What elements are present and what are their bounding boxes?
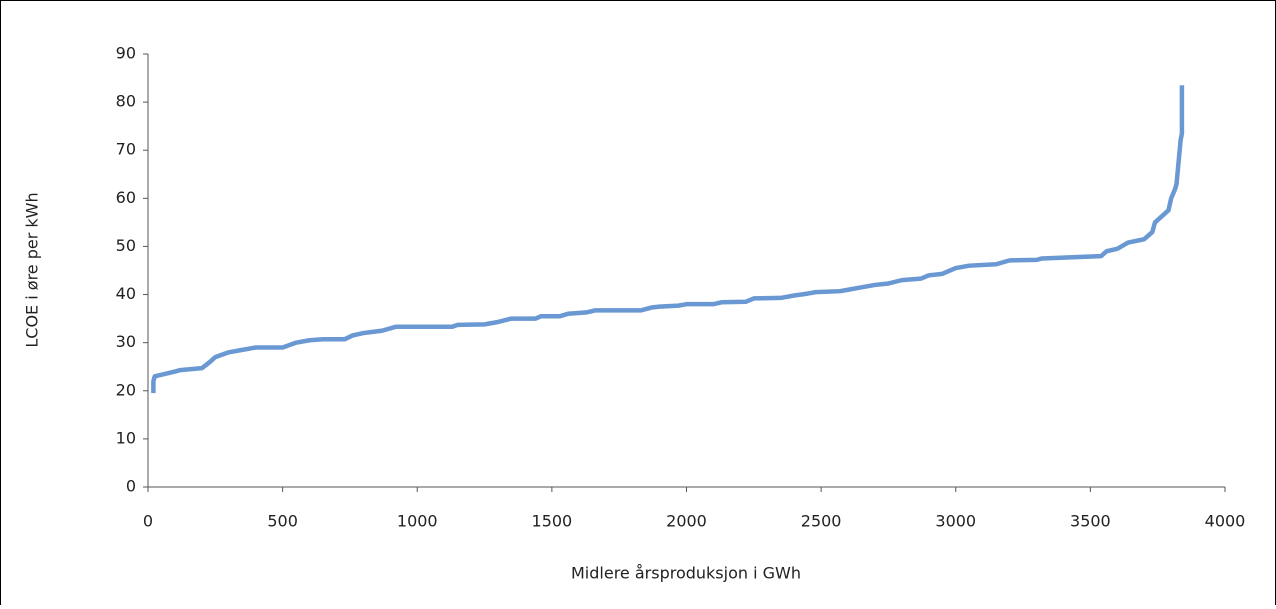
y-tick-label: 0 <box>126 477 136 496</box>
y-tick-label: 30 <box>116 332 136 351</box>
y-tick-label: 60 <box>116 188 136 207</box>
x-tick-label: 2000 <box>666 512 707 531</box>
y-tick-label: 10 <box>116 428 136 447</box>
line <box>151 85 1185 394</box>
y-axis-label: LCOE i øre per kWh <box>23 192 42 347</box>
y-tick-label: 40 <box>116 284 136 303</box>
x-tick-label: 1500 <box>532 512 573 531</box>
x-axis-label: Midlere årsproduksjon i GWh <box>571 564 801 583</box>
x-tick-label: 3000 <box>935 512 976 531</box>
x-tick-label: 2500 <box>801 512 842 531</box>
x-tick-label: 500 <box>267 512 298 531</box>
x-tick-label: 0 <box>143 512 153 531</box>
x-tick-label: 3500 <box>1070 512 1111 531</box>
y-tick-label: 80 <box>116 92 136 111</box>
y-tick-label: 70 <box>116 140 136 159</box>
y-tick-label: 90 <box>116 44 136 63</box>
y-tick-label: 20 <box>116 380 136 399</box>
x-tick-label: 1000 <box>397 512 438 531</box>
x-tick-label: 4000 <box>1205 512 1246 531</box>
y-tick-label: 50 <box>116 236 136 255</box>
